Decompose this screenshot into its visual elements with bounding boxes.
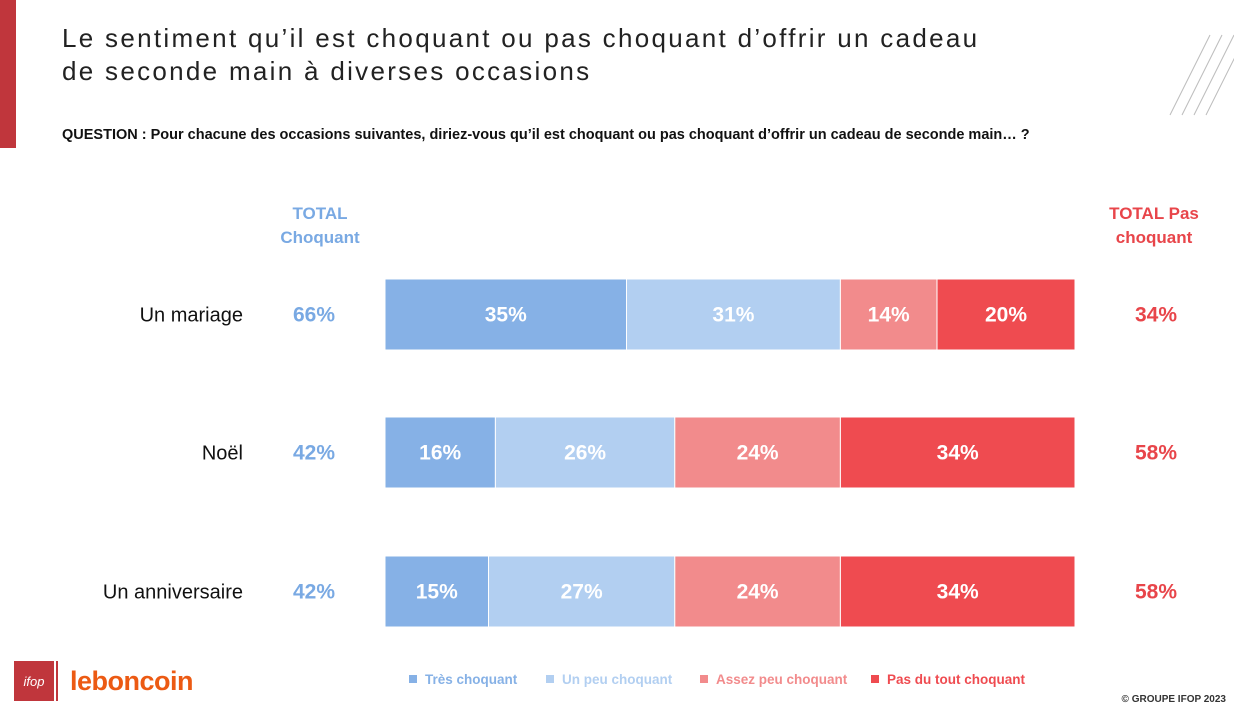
- legend-label: Pas du tout choquant: [887, 672, 1025, 687]
- total-choquant-header-line-2: Choquant: [280, 228, 360, 247]
- category-label: Un mariage: [140, 305, 243, 327]
- bar-data-label: 34%: [937, 442, 979, 465]
- total-pas-choquant-value: 58%: [1135, 581, 1177, 604]
- bar-segment: [488, 555, 676, 628]
- bar-segment: [384, 278, 627, 351]
- ifop-logo: ifop: [14, 661, 54, 701]
- bar-data-label: 24%: [737, 581, 779, 604]
- legend-swatch: [700, 675, 708, 683]
- bar-segment: [936, 278, 1076, 351]
- leboncoin-logo: leboncoin: [70, 665, 194, 696]
- copyright: © GROUPE IFOP 2023: [1121, 694, 1226, 705]
- total-choquant-value: 42%: [293, 581, 335, 604]
- title-line-1: Le sentiment qu’il est choquant ou pas c…: [62, 23, 980, 53]
- decorative-lines: [1169, 34, 1234, 116]
- bar-data-label: 14%: [868, 304, 910, 327]
- total-choquant-value: 66%: [293, 304, 335, 327]
- bar-segment: [839, 416, 1076, 489]
- bar-data-label: 20%: [985, 304, 1027, 327]
- total-choquant-header-line-1: TOTAL: [292, 204, 348, 223]
- bar-segment: [674, 555, 841, 628]
- question-text: QUESTION : Pour chacune des occasions su…: [62, 127, 1030, 143]
- legend-swatch: [871, 675, 879, 683]
- legend-label: Très choquant: [425, 672, 518, 687]
- legend-label: Un peu choquant: [562, 672, 673, 687]
- bar-data-label: 35%: [485, 304, 527, 327]
- bar-data-label: 34%: [937, 581, 979, 604]
- logo-separator: [56, 661, 62, 701]
- bar-data-label: 16%: [419, 442, 461, 465]
- bar-segment: [626, 278, 841, 351]
- logo-group: ifop leboncoin: [14, 660, 194, 702]
- legend-label: Assez peu choquant: [716, 672, 848, 687]
- legend-swatch: [546, 675, 554, 683]
- bar-segment: [839, 278, 938, 351]
- bar-data-label: 15%: [416, 581, 458, 604]
- category-label: Un anniversaire: [103, 582, 243, 604]
- total-pas-choquant-value: 34%: [1135, 304, 1177, 327]
- bar-segment: [384, 555, 489, 628]
- bar-segment: [674, 416, 841, 489]
- legend-swatch: [409, 675, 417, 683]
- bar-data-label: 24%: [737, 442, 779, 465]
- category-label: Noël: [202, 443, 243, 465]
- bar-segment: [839, 555, 1076, 628]
- accent-bar: [0, 0, 16, 148]
- total-pas-choquant-value: 58%: [1135, 442, 1177, 465]
- total-choquant-header: TOTAL Choquant: [260, 202, 380, 250]
- bar-segment: [494, 416, 676, 489]
- total-pas-choquant-header: TOTAL Pas choquant: [1090, 202, 1218, 250]
- bar-data-label: 26%: [564, 442, 606, 465]
- total-choquant-value: 42%: [293, 442, 335, 465]
- bar-data-label: 27%: [561, 581, 603, 604]
- total-pas-choquant-header-line-1: TOTAL Pas: [1109, 204, 1199, 223]
- chart-title: Le sentiment qu’il est choquant ou pas c…: [62, 22, 1152, 88]
- bar-data-label: 31%: [712, 304, 754, 327]
- title-line-2: de seconde main à diverses occasions: [62, 56, 592, 86]
- total-pas-choquant-header-line-2: choquant: [1115, 228, 1193, 247]
